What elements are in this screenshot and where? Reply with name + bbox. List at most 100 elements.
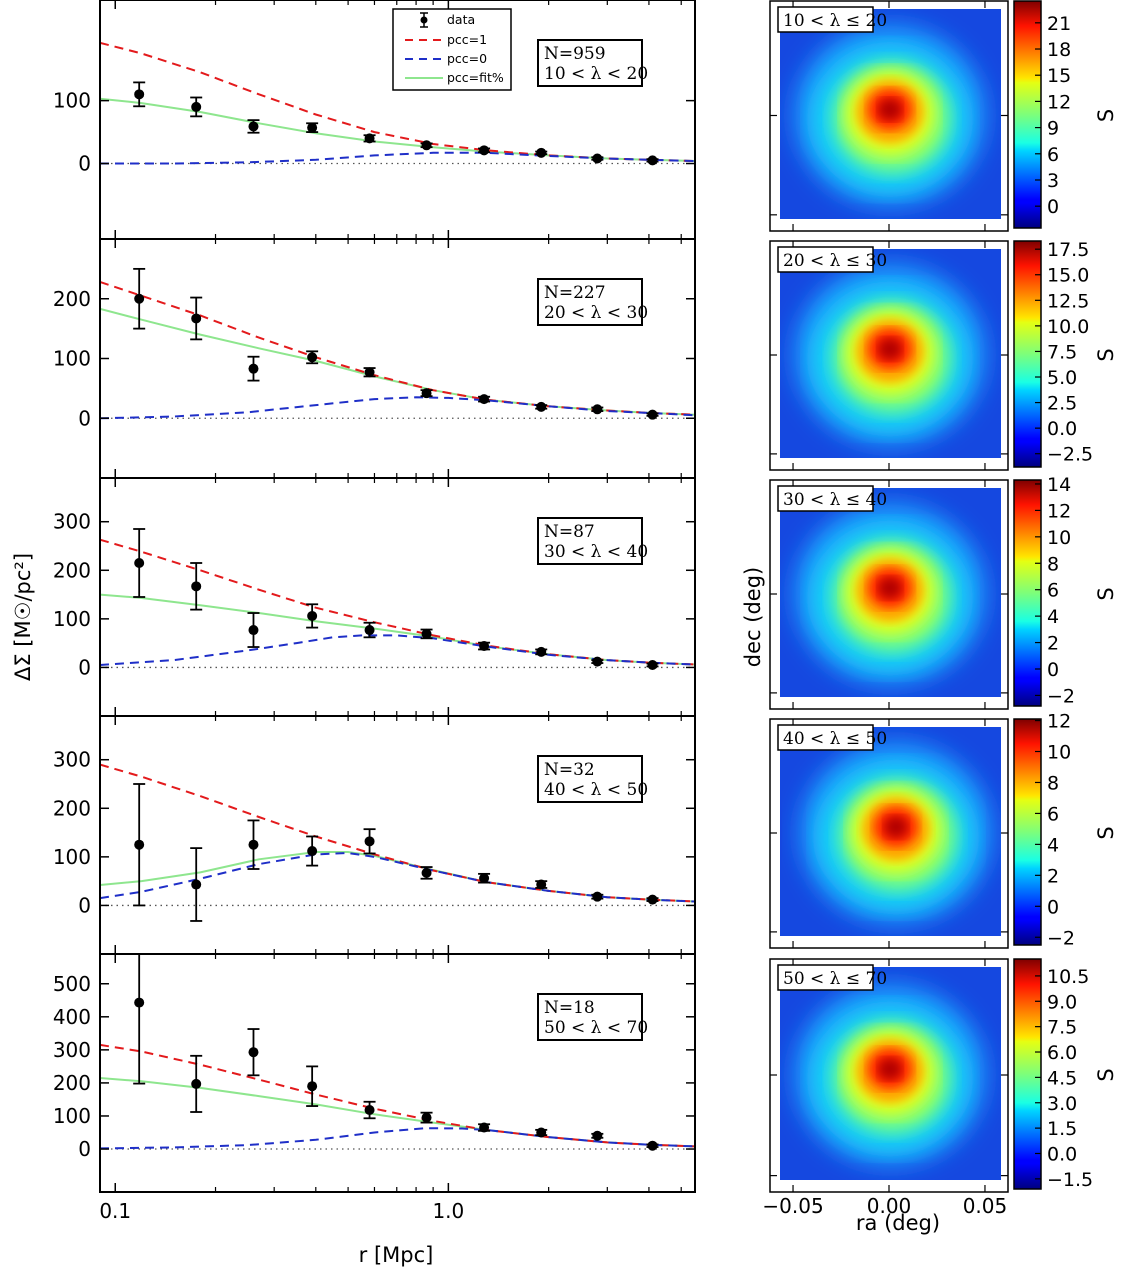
- colorbar-tick-label: 3.0: [1047, 1093, 1077, 1115]
- data-point-group: [646, 155, 659, 166]
- colorbar-tick-label: 10: [1047, 527, 1071, 549]
- colorbar-tick-label: 10: [1047, 742, 1071, 764]
- colorbar-tick-label: 12: [1047, 91, 1071, 113]
- plot-frame: [99, 715, 696, 955]
- heatmap-panel-5: −0.05 0.00 0.05 50 < λ ≤ 70 10.5 9.0 7.5 6.0 4.5…: [762, 958, 1118, 1218]
- data-point: [479, 394, 490, 405]
- y-tick-label: 0: [78, 152, 91, 176]
- data-point: [647, 660, 658, 670]
- colorbar-tick-label: 10.0: [1047, 316, 1089, 338]
- data-point-group: [306, 350, 319, 365]
- data-point-group: [535, 147, 548, 158]
- data-point: [364, 625, 375, 636]
- data-point: [592, 1130, 603, 1141]
- data-point-group: [591, 891, 604, 902]
- heatmap-panel-4: 40 < λ ≤ 50 12 10 8 6 4 2 0 −2 S: [769, 711, 1118, 949]
- data-point: [536, 1127, 547, 1138]
- data-point-group: [133, 81, 146, 108]
- annotation-frame: [537, 755, 643, 803]
- data-point-group: [190, 96, 203, 118]
- data-point-group: [247, 1028, 260, 1077]
- heatmap-x-tick-label: 0.00: [867, 1194, 912, 1218]
- data-point: [191, 581, 202, 592]
- annotation-range: 30 < λ < 40: [544, 542, 648, 562]
- colorbar-label: S: [1094, 826, 1118, 839]
- data-point-group: [478, 145, 491, 156]
- annotation-range: 10 < λ < 20: [544, 64, 648, 84]
- data-point: [307, 610, 318, 621]
- data-point: [191, 101, 202, 112]
- data-point: [536, 147, 547, 158]
- data-point-group: [363, 367, 376, 378]
- data-point: [248, 363, 259, 374]
- plot-area: [100, 41, 695, 166]
- colorbar-tick-label: 21: [1047, 13, 1071, 35]
- data-point: [248, 839, 259, 850]
- data-point: [364, 836, 375, 847]
- heatmap-x-tick-label: −0.05: [762, 1194, 823, 1218]
- data-point: [364, 1105, 375, 1116]
- data-point-group: [478, 1122, 491, 1133]
- heatmap-image: [780, 249, 1001, 458]
- data-point: [421, 388, 432, 399]
- data-point: [191, 879, 202, 890]
- data-point-group: [247, 612, 260, 648]
- colorbar-tick-label: 14: [1047, 474, 1071, 496]
- data-point-group: [133, 783, 146, 907]
- data-point-group: [478, 394, 491, 405]
- heatmap-label-frame: [777, 6, 874, 33]
- data-point-group: [646, 660, 659, 670]
- colorbar-tick-label: 6.0: [1047, 1042, 1077, 1064]
- data-point: [421, 628, 432, 639]
- data-point-group: [478, 872, 491, 884]
- colorbar-tick-label: 9.0: [1047, 991, 1077, 1013]
- colorbar-label: S: [1094, 348, 1118, 361]
- heatmap-label-box: 20 < λ ≤ 30: [777, 246, 887, 273]
- colorbar: 12 10 8 6 4 2 0 −2 S: [1013, 711, 1118, 949]
- y-tick-label: 200: [53, 1071, 91, 1095]
- data-point: [307, 1081, 318, 1092]
- colorbar-tick-label: 6: [1047, 144, 1059, 166]
- data-point: [248, 1047, 259, 1058]
- colorbar-tick-label: 2: [1047, 633, 1059, 655]
- y-tick-label: 200: [53, 287, 91, 311]
- data-point: [364, 367, 375, 378]
- colorbar-tick-label: 0: [1047, 896, 1059, 918]
- colorbar: 14 12 10 8 6 4 2 0 −2 S: [1013, 474, 1118, 707]
- heatmap-peak: [884, 816, 908, 838]
- colorbar-tick-label: 15: [1047, 65, 1071, 87]
- colorbar-tick-label: 6: [1047, 803, 1059, 825]
- y-tick-label: 300: [53, 510, 91, 534]
- data-point: [647, 1140, 658, 1151]
- data-point: [134, 997, 145, 1008]
- y-tick-label: 0: [78, 406, 91, 430]
- colorbar-tick-label: 0.0: [1047, 1143, 1077, 1165]
- colorbar-tick-label: 1.5: [1047, 1118, 1077, 1140]
- data-point: [647, 155, 658, 166]
- x-axis-title-left: r [Mpc]: [359, 1243, 434, 1267]
- data-point-group: [190, 296, 203, 341]
- heatmap-panel-1: 10 < λ ≤ 20 21 18 15 12 9 6 3 0 S: [769, 0, 1118, 232]
- plot-area: [100, 528, 695, 670]
- data-point: [536, 879, 547, 890]
- series-line-pcc-fit: [100, 851, 695, 903]
- plot-area: [100, 763, 695, 922]
- data-point-group: [306, 603, 319, 629]
- colorbar-tick-label: 15.0: [1047, 265, 1089, 287]
- y-tick-label: 300: [53, 748, 91, 772]
- data-point: [191, 1078, 202, 1089]
- data-point-group: [420, 628, 433, 640]
- series-line-pcc0: [100, 634, 695, 666]
- data-point-group: [535, 646, 548, 657]
- data-point: [307, 846, 318, 857]
- annotation-count: N=87: [544, 522, 595, 542]
- data-point-group: [420, 140, 433, 151]
- heatmap-label-box: 10 < λ ≤ 20: [777, 6, 887, 33]
- legend-label: pcc=fit%: [447, 70, 504, 85]
- heatmap-image: [780, 488, 1001, 697]
- heatmap-panel-3: 30 < λ ≤ 40 14 12 10 8 6 4 2 0 −2 S: [769, 474, 1118, 710]
- data-point: [191, 313, 202, 324]
